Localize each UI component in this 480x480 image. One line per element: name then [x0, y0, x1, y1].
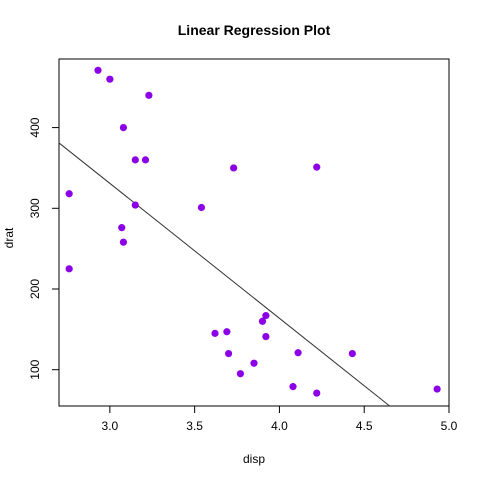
data-points: [65, 66, 441, 397]
data-point: [250, 359, 258, 367]
data-point: [294, 349, 302, 357]
x-tick-label: 4.5: [356, 419, 373, 433]
x-tick-label: 5.0: [441, 419, 458, 433]
data-point: [131, 156, 139, 164]
x-tick-label: 4.0: [271, 419, 288, 433]
data-point: [141, 156, 150, 164]
data-point: [289, 383, 297, 391]
y-tick-label: 200: [28, 279, 42, 299]
data-point: [65, 265, 73, 273]
data-point: [145, 91, 153, 99]
regression-line-group: [58, 142, 390, 407]
y-tick-label: 400: [28, 117, 42, 137]
data-point: [258, 317, 267, 325]
x-axis-label: disp: [243, 452, 265, 466]
data-point: [230, 164, 238, 172]
data-point: [65, 190, 73, 198]
data-point: [313, 163, 321, 171]
y-tick-label: 100: [28, 359, 42, 379]
data-point: [348, 349, 356, 358]
data-point: [262, 333, 270, 341]
data-point: [433, 385, 441, 393]
y-axis-label: drat: [2, 227, 16, 248]
x-axis: 3.0 3.5 4.0 4.5 5.0: [102, 406, 458, 433]
data-point: [94, 66, 102, 74]
data-point: [224, 349, 233, 358]
data-point: [119, 238, 128, 246]
data-point: [118, 224, 126, 232]
data-point: [236, 370, 245, 378]
data-point: [211, 329, 219, 337]
data-point: [106, 75, 114, 83]
x-tick-label: 3.5: [186, 419, 203, 433]
y-tick-label: 300: [28, 198, 42, 218]
chart-title: Linear Regression Plot: [178, 22, 331, 38]
data-point: [131, 201, 139, 209]
data-point: [197, 203, 206, 212]
y-axis: 100 200 300 400: [28, 117, 59, 380]
data-point: [313, 389, 321, 397]
plot-frame: [58, 58, 450, 407]
data-point: [119, 123, 128, 132]
data-point: [223, 328, 231, 336]
x-tick-label: 3.0: [102, 419, 119, 433]
data-point: [262, 312, 270, 320]
regression-line: [58, 142, 390, 407]
